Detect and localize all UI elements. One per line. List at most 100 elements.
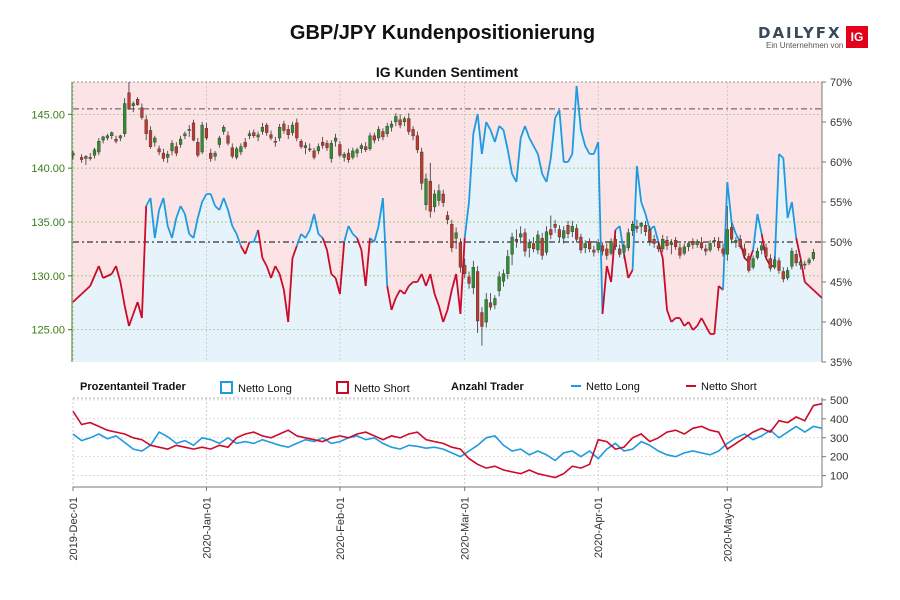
legend-percent-short: Netto Short xyxy=(336,381,410,395)
candle-body xyxy=(312,150,316,158)
y-tick-label-left: 140.00 xyxy=(31,163,65,175)
sentiment-line-segment xyxy=(429,273,436,295)
sentiment-line-segment xyxy=(730,221,737,235)
sentiment-line-segment xyxy=(235,233,242,247)
candle-body xyxy=(247,133,252,137)
candle-body xyxy=(575,228,579,240)
candle-body xyxy=(290,124,295,133)
candle-body xyxy=(433,193,437,208)
dailyfx-logo: DAILYFX IG Ein Unternehmen von xyxy=(758,24,868,50)
y-tick-label-right: 55% xyxy=(830,197,852,209)
candle-body xyxy=(110,132,114,137)
candle-body xyxy=(420,151,424,184)
sentiment-line-segment xyxy=(442,309,449,323)
candle-body xyxy=(454,232,458,239)
candle-body xyxy=(308,148,312,151)
candle-body xyxy=(463,264,467,274)
candle-body xyxy=(669,242,673,245)
sentiment-line-segment xyxy=(192,217,199,239)
candle-body xyxy=(157,148,161,153)
sentiment-line-segment xyxy=(679,317,686,327)
sentiment-line-segment xyxy=(308,213,315,231)
sentiment-line-segment xyxy=(227,209,234,227)
sentiment-line-segment xyxy=(265,265,272,279)
y-tick-label-right: 45% xyxy=(830,277,852,289)
candle-body xyxy=(734,240,738,243)
candle-body xyxy=(742,248,747,256)
sentiment-line-segment xyxy=(244,241,251,255)
candle-body xyxy=(635,226,639,229)
sub-y-tick-label: 500 xyxy=(830,395,848,407)
sentiment-line-segment xyxy=(395,289,401,299)
sentiment-line-segment xyxy=(782,157,789,219)
candle-body xyxy=(415,135,419,151)
candle-body xyxy=(325,143,329,148)
candle-body xyxy=(286,129,290,135)
sentiment-line-segment xyxy=(132,301,139,315)
candle-body xyxy=(557,229,561,238)
candle-body xyxy=(639,222,643,227)
candle-body xyxy=(424,178,428,205)
candle-body xyxy=(773,259,777,268)
candle-body xyxy=(803,263,807,266)
sentiment-line-segment xyxy=(640,201,647,215)
sentiment-line-segment xyxy=(541,173,548,183)
candle-body xyxy=(506,256,510,274)
candle-body xyxy=(652,238,656,244)
sentiment-line-segment xyxy=(128,313,135,327)
sentiment-line-segment xyxy=(463,201,470,239)
sentiment-line-segment xyxy=(631,165,638,271)
y-tick-label-right: 35% xyxy=(830,357,852,369)
sentiment-line-segment xyxy=(373,225,380,243)
long-area xyxy=(73,86,822,362)
sentiment-line-segment xyxy=(545,157,552,183)
candle-body xyxy=(148,130,153,147)
chart-subtitle: IG Kunden Sentiment xyxy=(375,64,519,80)
sentiment-line-segment xyxy=(360,249,367,287)
sentiment-line-segment xyxy=(287,257,294,323)
y-tick-label-left: 135.00 xyxy=(31,217,65,229)
candle-body xyxy=(501,273,506,282)
sentiment-line-segment xyxy=(149,197,156,239)
sentiment-line-segment xyxy=(209,193,216,207)
sentiment-line-segment xyxy=(274,265,281,275)
candle-body xyxy=(282,123,286,131)
sentiment-line-segment xyxy=(403,285,410,295)
candle-body xyxy=(536,234,540,251)
sentiment-line-segment xyxy=(472,113,479,135)
sentiment-line-segment xyxy=(72,293,83,303)
sentiment-line-segment xyxy=(459,237,466,315)
sentiment-line-segment xyxy=(382,197,389,287)
count-line-net-short xyxy=(72,402,823,479)
sentiment-line-segment xyxy=(597,141,604,315)
candle-body xyxy=(381,131,385,138)
legend-count-title: Anzahl Trader xyxy=(451,381,524,393)
short-line-icon xyxy=(686,385,696,387)
sentiment-line-segment xyxy=(291,245,298,259)
candle-body xyxy=(583,243,587,249)
candle-body xyxy=(273,140,277,143)
candle-body xyxy=(79,157,84,160)
candle-body xyxy=(781,271,785,280)
candle-body xyxy=(329,143,333,159)
candle-body xyxy=(656,245,660,250)
candle-body xyxy=(592,249,596,253)
candle-body xyxy=(127,92,131,110)
sub-y-tick-label: 200 xyxy=(830,452,848,464)
candle-body xyxy=(364,146,368,151)
sentiment-line-segment xyxy=(313,213,320,235)
sub-y-tick-label: 100 xyxy=(830,471,848,483)
candle-body xyxy=(553,223,557,228)
long-line-icon xyxy=(571,385,581,387)
sentiment-line-segment xyxy=(196,201,203,219)
sentiment-line-segment xyxy=(506,149,513,175)
sentiment-line-segment xyxy=(627,269,634,279)
sentiment-line-segment xyxy=(601,265,608,315)
candle-body xyxy=(725,229,729,255)
candle-body xyxy=(570,226,574,232)
candle-body xyxy=(476,271,480,322)
candle-body xyxy=(467,276,471,284)
candle-body xyxy=(544,231,549,253)
sentiment-line-segment xyxy=(653,225,660,243)
sentiment-line-segment xyxy=(817,293,823,299)
